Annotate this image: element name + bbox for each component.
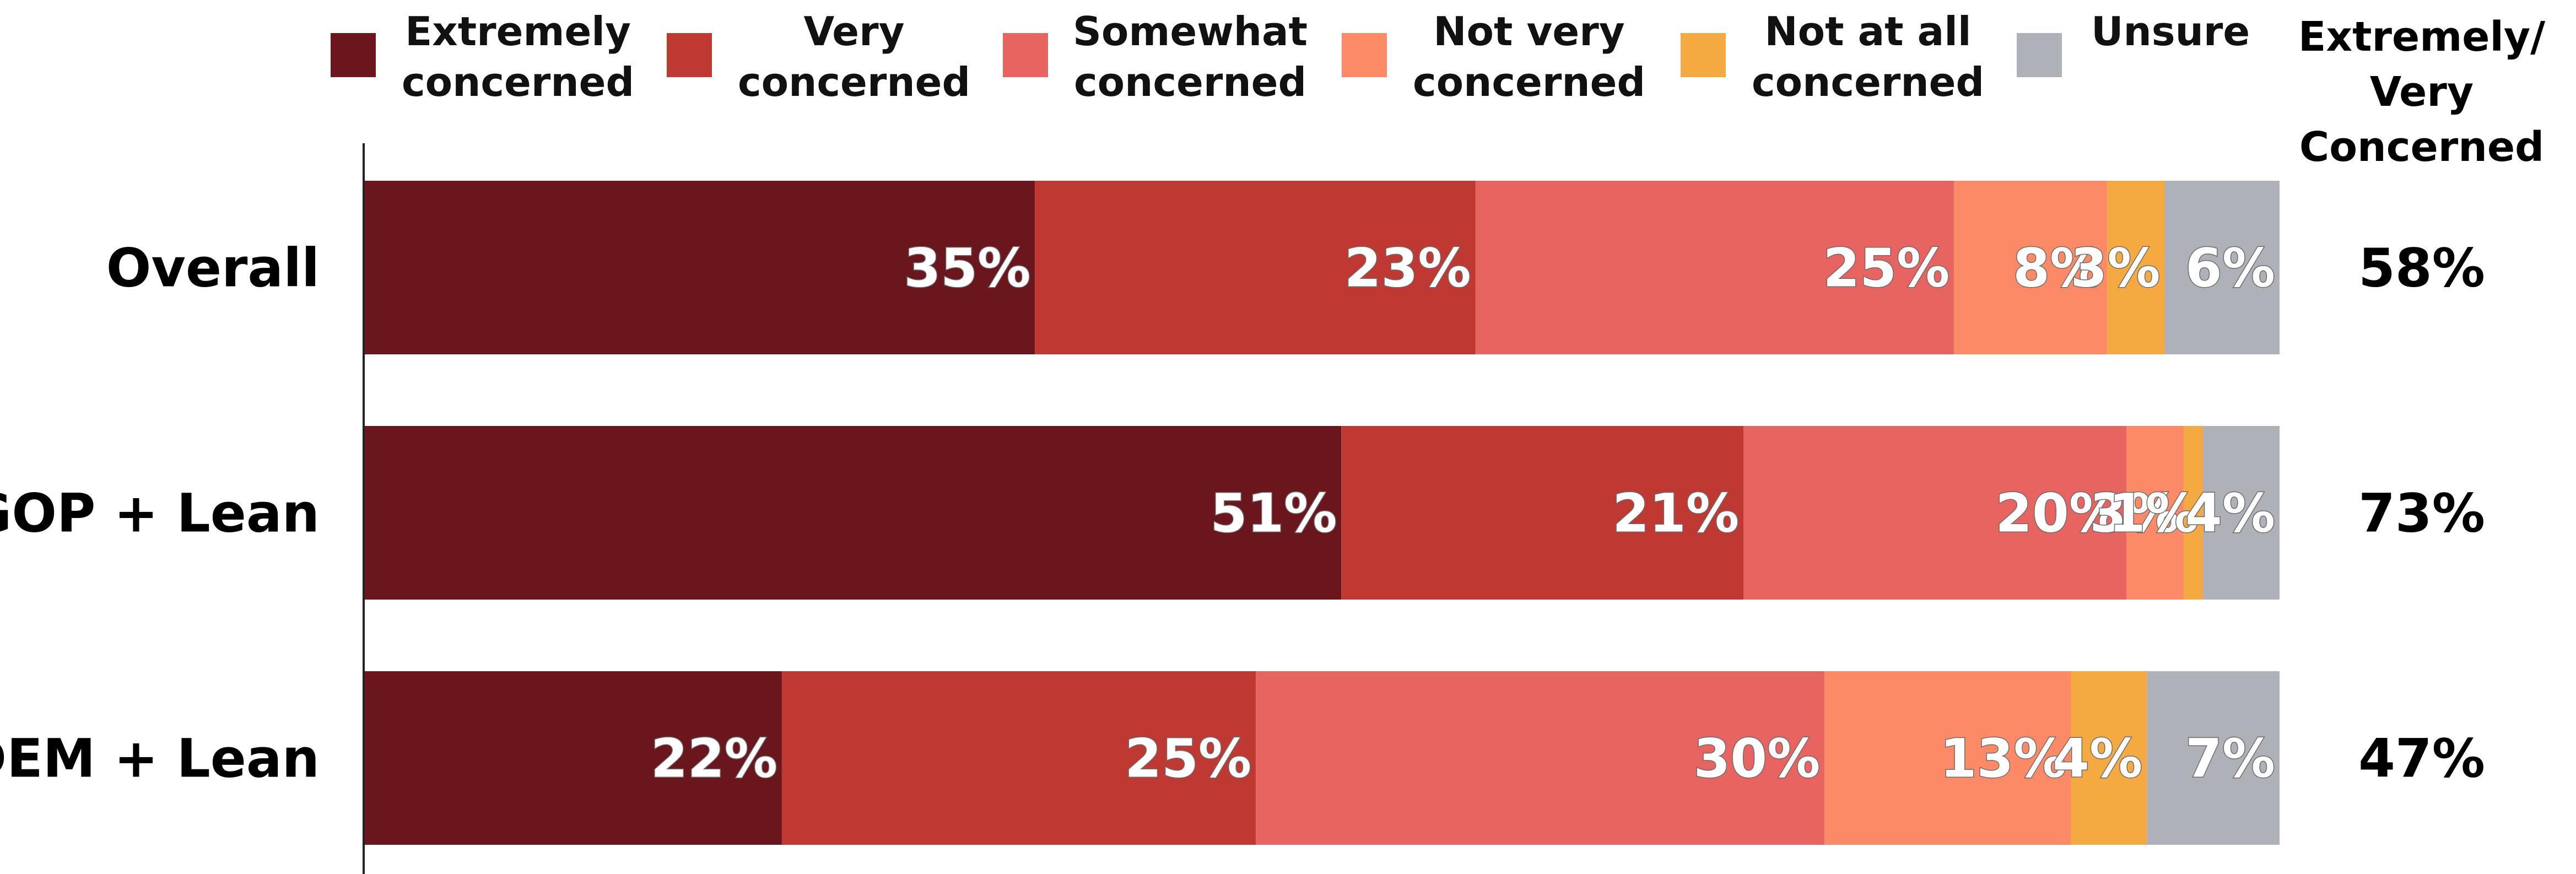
bar-segment-not-at-all-concerned xyxy=(2184,426,2203,600)
bar-segment-not-very-concerned xyxy=(1824,671,2071,845)
bar-segment-extremely-concerned xyxy=(365,426,1342,600)
data-label: 3% xyxy=(2089,483,2179,544)
bar-segment-extremely-concerned xyxy=(365,181,1035,354)
legend-swatch-not-at-all-concerned xyxy=(1681,33,1726,77)
bar-row-overall: Overall 35% 23% 25% 8%3% 6% 58% xyxy=(106,181,2485,354)
data-label: 8% xyxy=(2013,238,2103,299)
data-label: 25% xyxy=(1823,238,1949,299)
bar-segment-not-very-concerned xyxy=(2126,426,2184,600)
data-label: 13% xyxy=(1940,728,2067,790)
bar-segment-extremely-concerned xyxy=(365,671,782,845)
bar-segment-unsure xyxy=(2203,426,2280,600)
data-label: 23% xyxy=(1344,238,1471,299)
bar-segment-not-very-concerned xyxy=(1954,181,2108,354)
bar-segment-very-concerned xyxy=(781,671,1256,845)
bars: Overall 35% 23% 25% 8%3% 6% 58%GOP + Lean 51% 21… xyxy=(0,181,2485,845)
legend-label-unsure: Unsure xyxy=(2091,8,2250,55)
bar-segment-not-at-all-concerned xyxy=(2107,181,2165,354)
bar-segment-unsure xyxy=(2147,671,2280,845)
bar-segment-unsure xyxy=(2164,181,2280,354)
data-label: 1% xyxy=(2109,483,2199,544)
legend-swatch-unsure xyxy=(2017,33,2062,77)
bar-segment-somewhat-concerned xyxy=(1475,181,1954,354)
legend-swatch-very-concerned xyxy=(667,33,712,77)
totals-header: Extremely/Very Concerned xyxy=(2298,13,2546,171)
data-label: 4% xyxy=(2053,728,2142,790)
data-label: 4% xyxy=(2185,483,2275,544)
legend-swatch-not-very-concerned xyxy=(1342,33,1387,77)
data-label: 20% xyxy=(1995,483,2122,544)
total-value: 58% xyxy=(2358,238,2485,299)
data-label: 30% xyxy=(1693,728,1820,790)
legend-label-not-at-all-concerned: Not at all concerned xyxy=(1752,8,1984,105)
legend: Extremely concerned Very concerned Somewhat c… xyxy=(331,8,2250,105)
data-label: 7% xyxy=(2185,728,2275,790)
total-value: 47% xyxy=(2358,728,2485,790)
bar-segment-somewhat-concerned xyxy=(1743,426,2126,600)
legend-label-not-very-concerned: Not very concerned xyxy=(1413,8,1645,105)
legend-swatch-somewhat-concerned xyxy=(1003,33,1048,77)
category-label: DEM + Lean xyxy=(0,728,320,790)
category-label: GOP + Lean xyxy=(0,483,320,544)
legend-label-very-concerned: Very concerned xyxy=(738,8,970,105)
bar-row-dem-lean: DEM + Lean 22% 25% 30% 13%4% 7% 47% xyxy=(0,671,2485,845)
bar-segment-very-concerned xyxy=(1341,426,1743,600)
legend-label-extremely-concerned: Extremely concerned xyxy=(402,8,634,105)
data-label: 21% xyxy=(1612,483,1739,544)
data-label: 6% xyxy=(2185,238,2275,299)
data-label: 22% xyxy=(651,728,777,790)
bar-row-gop-lean: GOP + Lean 51% 21% 20%3%1%4% 73% xyxy=(0,426,2485,600)
data-label: 25% xyxy=(1125,728,1251,790)
data-label: 51% xyxy=(1210,483,1337,544)
bar-segment-not-at-all-concerned xyxy=(2071,671,2147,845)
totals-header-label: Extremely/Very Concerned xyxy=(2298,13,2546,171)
data-label: 35% xyxy=(904,238,1030,299)
legend-label-somewhat-concerned: Somewhat concerned xyxy=(1073,8,1308,105)
bar-segment-very-concerned xyxy=(1035,181,1476,354)
category-label: Overall xyxy=(106,238,320,299)
legend-swatch-extremely-concerned xyxy=(331,33,376,77)
total-value: 73% xyxy=(2358,483,2485,544)
data-label: 3% xyxy=(2071,238,2161,299)
bar-segment-somewhat-concerned xyxy=(1256,671,1825,845)
